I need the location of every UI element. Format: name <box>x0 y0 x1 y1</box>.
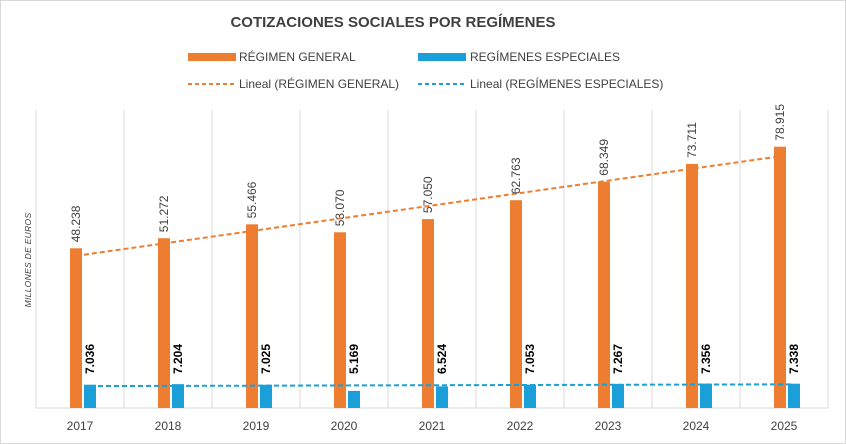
bar-regimen-general-2025 <box>774 146 786 408</box>
data-label-regimen-general-2021: 57.050 <box>421 176 435 213</box>
bar-regimen-general-2022 <box>510 200 522 408</box>
data-label-regimen-general-2018: 51.272 <box>157 195 171 232</box>
data-label-regimen-general-2022: 62.763 <box>509 157 523 194</box>
bars <box>70 146 800 408</box>
data-label-regimenes-especiales-2019: 7.025 <box>259 344 273 374</box>
data-label-regimenes-especiales-2022: 7.053 <box>523 344 537 374</box>
chart-title: COTIZACIONES SOCIALES POR REGÍMENES <box>230 14 555 31</box>
x-tick-2017: 2017 <box>67 419 94 433</box>
data-labels: 48.238 51.272 55.466 53.070 57.050 62.763 68.3… <box>69 104 801 374</box>
data-label-regimen-general-2024: 73.711 <box>685 122 699 158</box>
x-tick-2018: 2018 <box>155 419 182 433</box>
data-label-regimenes-especiales-2024: 7.356 <box>699 344 713 374</box>
x-tick-2019: 2019 <box>243 419 270 433</box>
legend: RÉGIMEN GENERAL REGÍMENES ESPECIALES Lin… <box>188 49 663 91</box>
data-label-regimenes-especiales-2025: 7.338 <box>787 344 801 374</box>
bar-regimenes-especiales-2022 <box>524 384 536 408</box>
x-tick-2025: 2025 <box>771 419 798 433</box>
bar-regimenes-especiales-2025 <box>788 383 800 408</box>
legend-label-trend-general: Lineal (RÉGIMEN GENERAL) <box>239 76 399 91</box>
data-label-regimen-general-2020: 53.070 <box>333 189 347 226</box>
data-label-regimenes-especiales-2020: 5.169 <box>347 344 361 374</box>
x-tick-2022: 2022 <box>507 419 534 433</box>
x-tick-2020: 2020 <box>331 419 358 433</box>
x-axis-ticks: 2017 2018 2019 2020 2021 2022 2023 2024 2025 <box>67 419 798 433</box>
legend-label-trend-especiales: Lineal (REGÍMENES ESPECIALES) <box>470 76 663 91</box>
x-tick-2023: 2023 <box>595 419 622 433</box>
bar-regimen-general-2017 <box>70 248 82 408</box>
legend-label-regimenes-especiales: REGÍMENES ESPECIALES <box>470 49 620 64</box>
data-label-regimenes-especiales-2023: 7.267 <box>611 344 625 374</box>
trendlines <box>75 155 795 388</box>
bar-regimen-general-2020 <box>334 232 346 408</box>
bar-regimenes-especiales-2017 <box>84 384 96 408</box>
trendline-regimenes-especiales <box>89 383 795 388</box>
data-label-regimen-general-2023: 68.349 <box>597 139 611 176</box>
bar-regimenes-especiales-2020 <box>348 390 360 408</box>
data-label-regimen-general-2017: 48.238 <box>69 205 83 242</box>
data-label-regimenes-especiales-2017: 7.036 <box>83 344 97 374</box>
data-label-regimenes-especiales-2018: 7.204 <box>171 344 185 374</box>
data-label-regimenes-especiales-2021: 6.524 <box>435 344 449 374</box>
bar-regimen-general-2024 <box>686 163 698 408</box>
x-tick-2024: 2024 <box>683 419 710 433</box>
bar-regimenes-especiales-2018 <box>172 384 184 408</box>
legend-swatch-regimenes-especiales <box>418 53 466 61</box>
bar-regimenes-especiales-2024 <box>700 383 712 408</box>
legend-label-regimen-general: RÉGIMEN GENERAL <box>239 49 356 64</box>
data-label-regimen-general-2019: 55.466 <box>245 181 259 218</box>
bar-regimen-general-2023 <box>598 181 610 408</box>
bar-regimen-general-2019 <box>246 224 258 408</box>
legend-swatch-regimen-general <box>188 53 236 61</box>
bar-regimen-general-2021 <box>422 219 434 408</box>
bar-regimen-general-2018 <box>158 238 170 408</box>
data-label-regimen-general-2025: 78.915 <box>773 104 787 141</box>
bar-regimenes-especiales-2021 <box>436 386 448 408</box>
x-tick-2021: 2021 <box>419 419 446 433</box>
bar-regimenes-especiales-2023 <box>612 383 624 408</box>
bar-regimenes-especiales-2019 <box>260 384 272 408</box>
trendline-regimen-general <box>75 155 781 257</box>
y-axis-label: MILLONES DE EUROS <box>23 213 33 308</box>
